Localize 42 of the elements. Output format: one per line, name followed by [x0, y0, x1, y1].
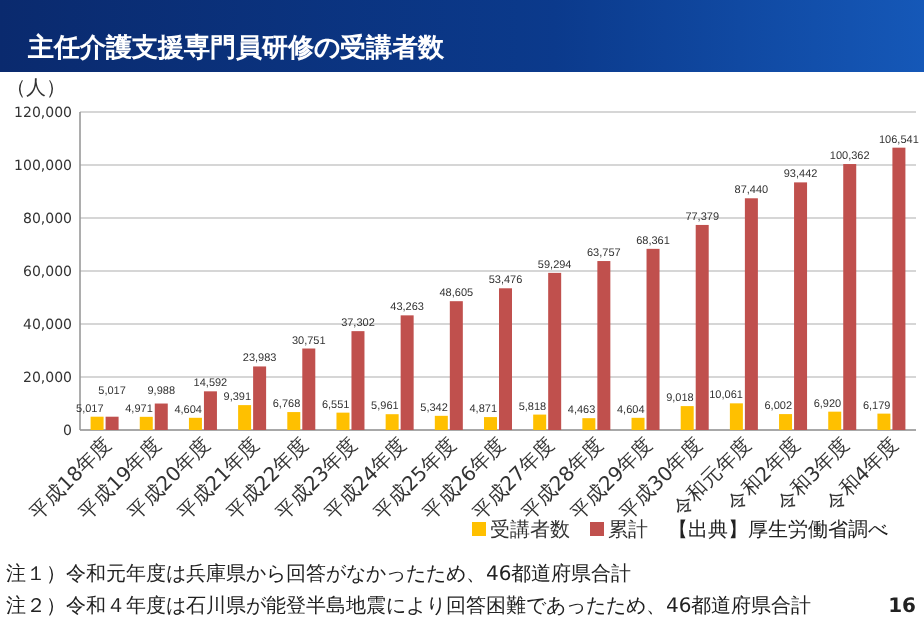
- bar: [336, 412, 350, 430]
- bar: [188, 417, 202, 430]
- bar: [680, 406, 694, 430]
- text: 注１）令和元年度は兵庫県から回答がなかったため、46都道府県合計: [6, 562, 632, 586]
- bar: [582, 418, 596, 430]
- bar: [238, 405, 252, 430]
- bar: [877, 413, 891, 430]
- bar: [434, 415, 448, 430]
- bar: [828, 411, 842, 430]
- bar: [646, 248, 660, 430]
- bar: [253, 366, 267, 430]
- bar: [631, 417, 645, 430]
- bar: [892, 147, 906, 430]
- bar: [597, 261, 611, 430]
- y-axis-title: （人）: [6, 78, 66, 100]
- legend-label: 受講者数: [490, 518, 570, 542]
- bar: [287, 412, 301, 430]
- bar: [90, 416, 104, 430]
- bar: [744, 198, 758, 430]
- chart-title: 主任介護支援専門員研修の受講者数: [26, 32, 446, 64]
- bar: [400, 315, 414, 430]
- text: 【出典】厚生労働省調べ: [668, 518, 888, 542]
- bar: [105, 416, 119, 430]
- bar: [449, 301, 463, 430]
- bar: [203, 391, 217, 430]
- bar: [302, 348, 316, 430]
- bar: [154, 403, 168, 430]
- text: 注２）令和４年度は石川県が能登半島地震により回答困難であったため、46都道府県合計: [6, 594, 812, 618]
- text: 16: [888, 596, 917, 618]
- bar: [499, 288, 512, 430]
- bar: [794, 182, 808, 430]
- bar: [695, 224, 709, 430]
- bar: [139, 416, 153, 430]
- bar: [484, 417, 497, 430]
- bar: [729, 403, 743, 430]
- bar: [385, 414, 399, 430]
- bar: [779, 414, 793, 430]
- bar: [351, 331, 365, 430]
- bar: [548, 272, 562, 430]
- bar: [843, 164, 857, 430]
- bar: [533, 414, 547, 430]
- legend-label: 累計: [608, 518, 648, 542]
